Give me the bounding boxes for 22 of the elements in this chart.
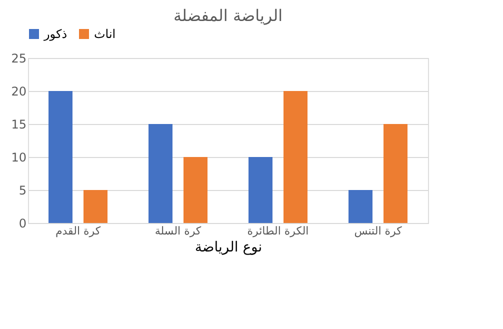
chart-title: الرياضة المفضلة xyxy=(173,6,283,25)
y-tick-label: 10 xyxy=(11,150,26,164)
y-tick-label: 0 xyxy=(18,216,26,230)
y-tick-label: 25 xyxy=(11,52,26,66)
y-tick-label: 20 xyxy=(11,84,26,98)
bar xyxy=(184,157,208,223)
legend-label: ذكور xyxy=(43,27,68,41)
bar xyxy=(384,124,408,223)
x-axis-title: نوع الرياضة xyxy=(194,240,262,256)
bar xyxy=(148,124,172,223)
bar xyxy=(348,190,372,223)
bar xyxy=(48,91,72,223)
y-tick-label: 15 xyxy=(11,118,26,132)
x-tick-label: كرة التنس xyxy=(354,224,403,238)
bar xyxy=(284,91,308,223)
bar xyxy=(84,190,108,223)
x-tick-label: كرة السلة xyxy=(154,224,202,238)
y-tick-label: 5 xyxy=(18,184,26,198)
legend-label: اناث xyxy=(94,27,116,41)
x-tick-label: الكرة الطائرة xyxy=(247,224,309,238)
x-tick-label: كرة القدم xyxy=(55,224,102,238)
bar xyxy=(248,157,272,223)
